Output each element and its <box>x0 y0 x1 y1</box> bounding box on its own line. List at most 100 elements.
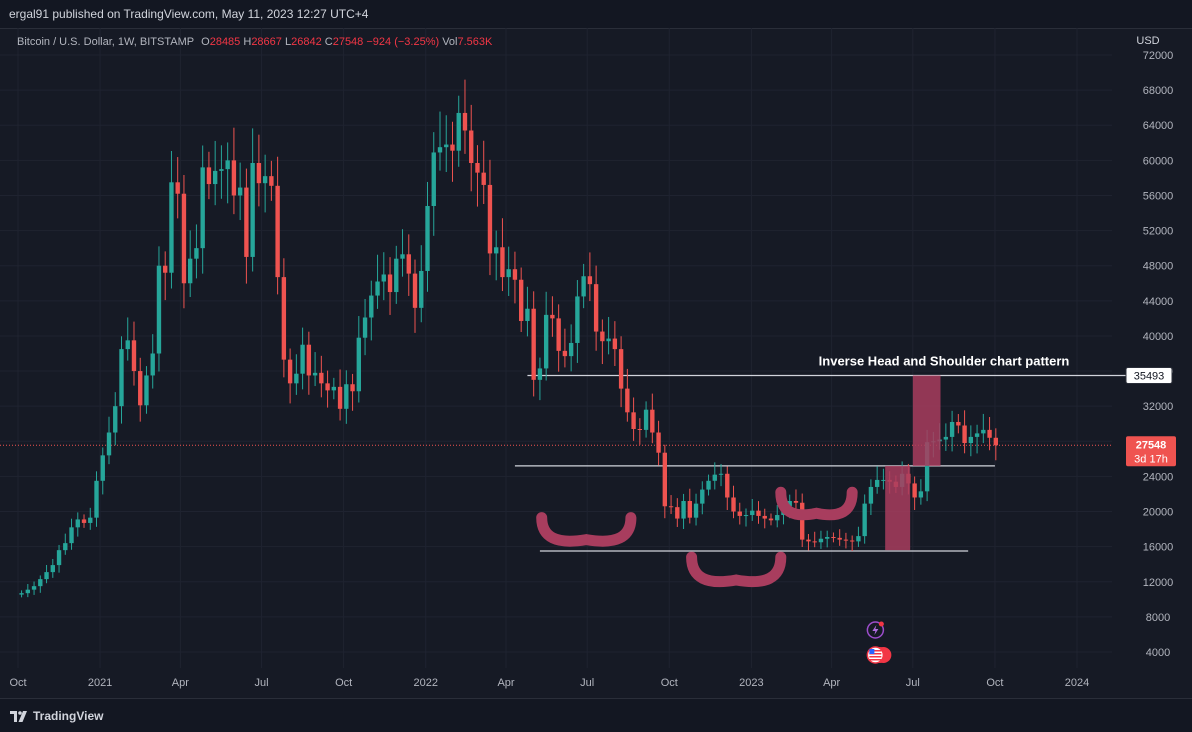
candle <box>874 466 880 494</box>
candle-body <box>119 349 124 407</box>
candle <box>287 348 293 404</box>
candle <box>400 229 405 277</box>
candle <box>868 479 874 516</box>
candle-body <box>681 500 686 519</box>
candle <box>269 160 274 201</box>
candle-body <box>750 510 755 516</box>
candle <box>350 373 355 411</box>
candle-body <box>812 541 817 543</box>
candle <box>643 401 649 438</box>
candle-body <box>431 152 436 207</box>
candle <box>700 481 705 515</box>
volume-label: Vol <box>442 36 458 48</box>
candle <box>325 370 330 408</box>
candle-body <box>262 176 268 184</box>
candle <box>356 316 361 403</box>
low-value: 26842 <box>291 36 322 48</box>
candle <box>475 145 480 207</box>
candle-body <box>244 187 249 257</box>
candle <box>612 321 618 367</box>
candle-body <box>81 519 87 523</box>
candle <box>106 416 112 465</box>
candle-body <box>319 372 324 384</box>
candle <box>818 530 824 549</box>
candle-body <box>131 340 137 372</box>
candle <box>406 234 411 296</box>
candle <box>518 267 524 332</box>
candle <box>469 104 474 192</box>
candle <box>825 530 830 548</box>
candle-body <box>56 550 62 566</box>
last-price-box <box>1126 436 1176 467</box>
candle-body <box>144 375 149 406</box>
flag-stripe <box>869 653 882 655</box>
candle-body <box>706 480 711 490</box>
candle <box>225 142 230 204</box>
candle-body <box>419 270 424 308</box>
candle-body <box>787 500 792 507</box>
candle <box>756 501 761 524</box>
candle <box>793 489 799 510</box>
candle <box>262 154 268 213</box>
candle-body <box>793 500 799 503</box>
candle <box>606 316 611 355</box>
candle-body <box>949 421 955 437</box>
candle <box>319 355 324 398</box>
candle-body <box>743 515 749 517</box>
candle-body <box>444 144 449 148</box>
candle-body <box>94 480 99 518</box>
candle <box>94 471 99 527</box>
price-tick-label: 60000 <box>1143 155 1174 167</box>
price-tick-label: 52000 <box>1143 226 1174 238</box>
candle-body <box>387 274 393 293</box>
candle <box>943 423 949 451</box>
chart-area[interactable]: Inverse Head and Shoulder chart pattern … <box>0 28 1192 698</box>
candle <box>712 462 717 490</box>
candle <box>581 263 586 309</box>
candle-body <box>25 589 30 594</box>
bar-countdown-label: 3d 17h <box>1134 453 1168 465</box>
candle <box>806 534 811 551</box>
candle <box>531 291 536 397</box>
candle-body <box>212 170 218 185</box>
candle-body <box>344 384 349 409</box>
tradingview-brand[interactable]: TradingView <box>10 709 103 723</box>
candle <box>444 115 449 173</box>
price-tick-label: 4000 <box>1146 647 1170 659</box>
footer: TradingView <box>0 698 1192 732</box>
measured-move-box <box>885 465 911 551</box>
candle-body <box>881 479 886 481</box>
candle-body <box>306 344 312 376</box>
lightning-bolt <box>872 625 879 635</box>
candle <box>968 425 974 457</box>
candle <box>163 251 168 301</box>
candle <box>562 328 568 368</box>
candle <box>675 498 680 527</box>
candle-body <box>188 258 193 284</box>
candle <box>631 397 636 441</box>
pattern-shapes: Inverse Head and Shoulder chart pattern <box>536 354 1069 588</box>
candle-body <box>50 565 55 573</box>
candle-body <box>600 331 605 342</box>
price-chart[interactable]: Inverse Head and Shoulder chart pattern … <box>0 28 1192 698</box>
candle-body <box>849 540 855 542</box>
candle-body <box>450 144 455 151</box>
tradingview-wordmark: TradingView <box>33 709 104 723</box>
candle <box>506 246 511 296</box>
close-value: 27548 <box>332 36 364 48</box>
candle <box>125 317 130 361</box>
candle-body <box>643 409 649 430</box>
candle <box>131 321 137 386</box>
candle-body <box>800 502 805 540</box>
candle <box>44 564 49 584</box>
change-value: −924 (−3.25%) <box>366 36 440 48</box>
candle <box>731 485 736 519</box>
candle <box>625 368 630 422</box>
candle <box>462 79 468 154</box>
candle-body <box>481 172 486 185</box>
time-tick-label: 2023 <box>739 677 763 689</box>
candle-body <box>469 130 474 163</box>
candle-body <box>394 258 399 293</box>
candle-body <box>219 169 224 171</box>
candle-body <box>962 425 967 444</box>
